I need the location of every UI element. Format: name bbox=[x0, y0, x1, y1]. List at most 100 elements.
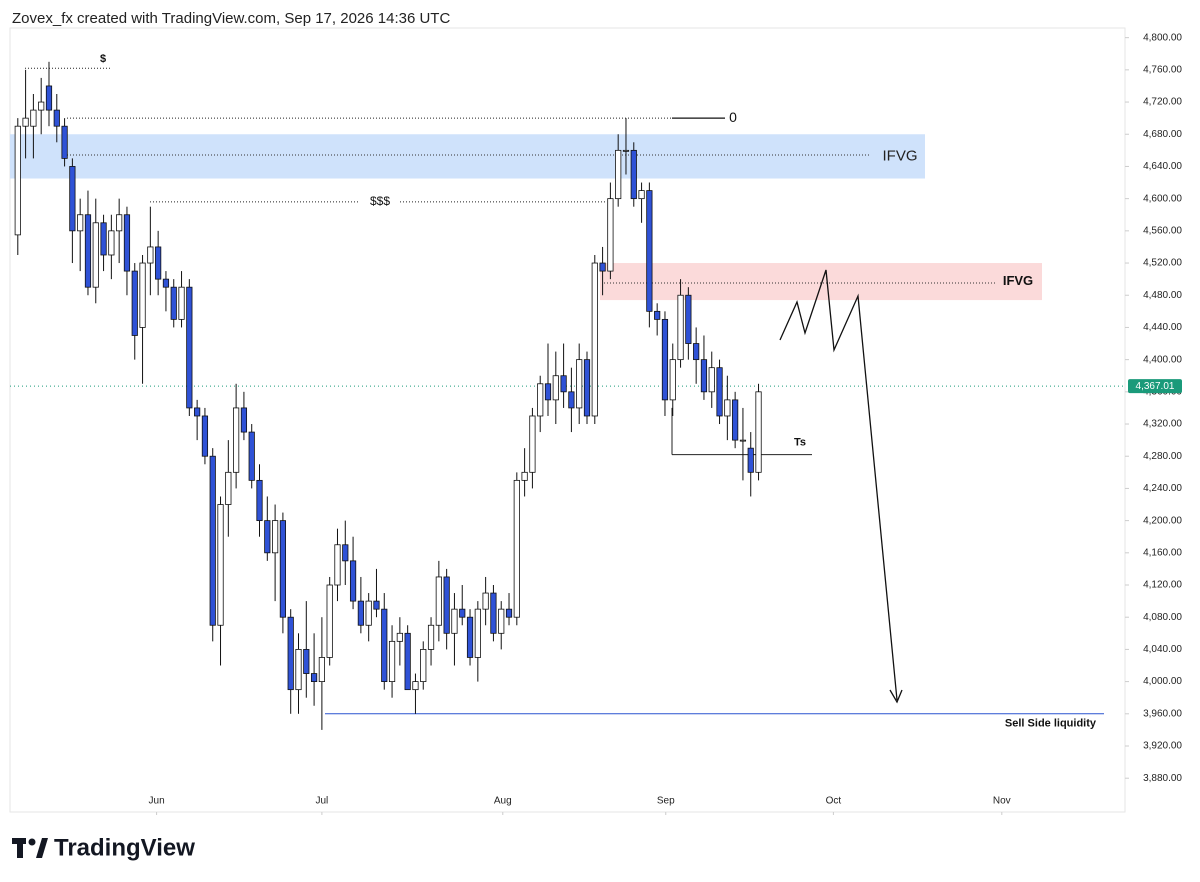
zone bbox=[600, 263, 1042, 301]
candle-body bbox=[264, 520, 271, 554]
candle-body bbox=[693, 343, 700, 361]
y-tick-label: 4,320.00 bbox=[1143, 419, 1182, 430]
candle-body bbox=[576, 359, 583, 409]
candle-body bbox=[131, 270, 138, 336]
candle-body bbox=[45, 85, 53, 111]
y-tick-label: 3,960.00 bbox=[1143, 708, 1182, 719]
y-tick-label: 4,640.00 bbox=[1143, 161, 1182, 172]
candle-body bbox=[420, 649, 427, 683]
candle-body bbox=[459, 608, 466, 618]
y-tick-label: 4,400.00 bbox=[1143, 354, 1182, 365]
y-tick-label: 4,600.00 bbox=[1143, 193, 1182, 204]
candle-body bbox=[560, 375, 567, 393]
candle-body bbox=[747, 447, 754, 473]
candle-body bbox=[755, 391, 762, 473]
plot-frame bbox=[9, 27, 1126, 813]
candle-body bbox=[427, 624, 435, 650]
candle-body bbox=[201, 415, 209, 457]
candle-body bbox=[552, 375, 559, 401]
last-price-box bbox=[1128, 379, 1182, 394]
candle-body bbox=[466, 616, 474, 658]
candle-body bbox=[685, 294, 692, 344]
candle-body bbox=[732, 399, 739, 441]
candle-body bbox=[498, 608, 505, 634]
candle-body bbox=[669, 359, 676, 401]
zone-label: IFVG bbox=[882, 147, 917, 164]
candle-body bbox=[388, 640, 396, 683]
candle-body bbox=[295, 649, 302, 691]
candle-body bbox=[661, 318, 669, 401]
candle-body bbox=[700, 359, 708, 393]
last-price-label: 4,367.01 bbox=[1136, 381, 1175, 392]
x-tick-label: Aug bbox=[494, 796, 512, 807]
y-tick-label: 4,800.00 bbox=[1143, 32, 1182, 43]
candle-body bbox=[544, 383, 552, 401]
candle-body bbox=[92, 222, 99, 288]
candle-body bbox=[505, 608, 513, 618]
y-tick-label: 4,080.00 bbox=[1143, 612, 1182, 623]
candle-body bbox=[123, 214, 131, 272]
candle-body bbox=[435, 576, 442, 626]
candle-body bbox=[451, 608, 458, 634]
candle-body bbox=[233, 407, 240, 473]
candle-body bbox=[100, 222, 107, 256]
x-tick-label: Nov bbox=[993, 796, 1011, 807]
candle-body bbox=[326, 584, 333, 658]
candle-body bbox=[162, 278, 170, 288]
y-tick-label: 4,120.00 bbox=[1143, 580, 1182, 591]
x-tick-label: Jul bbox=[315, 796, 328, 807]
candle-body bbox=[209, 455, 216, 626]
candle-body bbox=[116, 214, 123, 232]
candle-body bbox=[334, 544, 341, 586]
candle-body bbox=[529, 415, 536, 473]
candle-body bbox=[482, 592, 489, 610]
candle-body bbox=[272, 520, 279, 554]
candle-body bbox=[318, 657, 325, 683]
y-tick-label: 4,720.00 bbox=[1143, 97, 1182, 108]
candle-body bbox=[194, 407, 201, 417]
y-tick-label: 4,760.00 bbox=[1143, 64, 1182, 75]
candle-body bbox=[14, 125, 21, 236]
y-tick-label: 3,920.00 bbox=[1143, 741, 1182, 752]
zone bbox=[10, 134, 925, 179]
x-tick-label: Jun bbox=[149, 796, 165, 807]
candle-body bbox=[474, 608, 481, 658]
candle-body bbox=[61, 125, 68, 159]
candle-body bbox=[373, 600, 380, 610]
candle-body bbox=[443, 576, 450, 634]
level-label: $$$ bbox=[370, 194, 390, 208]
candle-body bbox=[310, 673, 318, 683]
candle-body bbox=[568, 391, 575, 409]
candle-body bbox=[404, 632, 411, 691]
candle-body bbox=[170, 286, 177, 320]
candle-body bbox=[537, 383, 544, 417]
y-tick-label: 4,000.00 bbox=[1143, 676, 1182, 687]
candle-body bbox=[139, 262, 146, 328]
candle-body bbox=[248, 431, 255, 481]
level-label: 0 bbox=[729, 109, 737, 125]
candle-body bbox=[256, 479, 263, 522]
candle-body bbox=[630, 149, 637, 200]
candle-body bbox=[490, 592, 497, 634]
candle-body bbox=[739, 439, 747, 442]
y-tick-label: 4,440.00 bbox=[1143, 322, 1182, 333]
candle-body bbox=[638, 190, 645, 200]
candle-body bbox=[217, 504, 224, 626]
candle-body bbox=[186, 286, 193, 409]
candle-body bbox=[396, 632, 403, 642]
logo bbox=[12, 838, 48, 858]
candle-body bbox=[342, 544, 349, 562]
x-tick-label: Sep bbox=[657, 796, 675, 807]
candle-body bbox=[279, 520, 287, 618]
zone-label: IFVG bbox=[1003, 273, 1033, 288]
candle-body bbox=[677, 294, 684, 361]
x-tick-label: Oct bbox=[826, 796, 842, 807]
candle-body bbox=[38, 101, 45, 111]
candle-body bbox=[69, 166, 76, 232]
y-tick-label: 4,680.00 bbox=[1143, 129, 1182, 140]
candle-body bbox=[599, 262, 606, 272]
candle-body bbox=[412, 681, 419, 691]
candle-body bbox=[155, 246, 162, 280]
y-tick-label: 4,040.00 bbox=[1143, 644, 1182, 655]
